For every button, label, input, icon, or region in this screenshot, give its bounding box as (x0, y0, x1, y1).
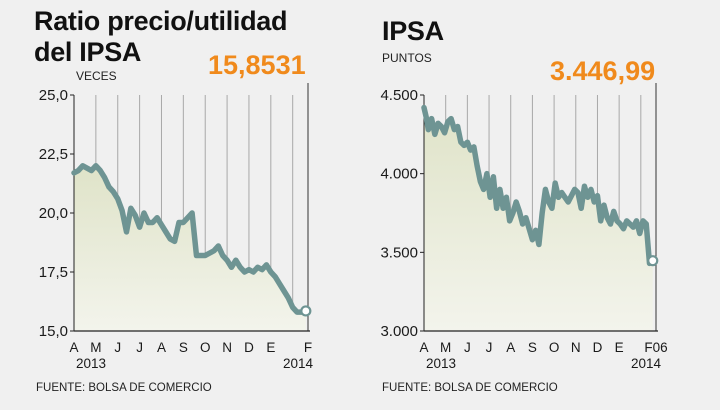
left-chart-title-line2: del IPSA (34, 37, 142, 67)
right-chart-title: IPSA (382, 16, 444, 46)
series-area (74, 165, 306, 331)
y-tick-label: 3.000 (380, 323, 418, 340)
left-chart-title-line1: Ratio precio/utilidad (34, 6, 288, 36)
series-line (71, 163, 309, 315)
left-unit-label: VECES (76, 69, 117, 83)
last-point-marker (647, 255, 659, 267)
y-tick-label: 15,0 (39, 323, 68, 340)
x-tick-label: M (90, 340, 101, 355)
x-tick-label: A (506, 340, 515, 355)
y-tick-label: 25,0 (39, 87, 68, 104)
right-source: FUENTE: BOLSA DE COMERCIO (382, 382, 558, 394)
x-tick-label: N (571, 340, 581, 355)
y-tick-label: 3.500 (380, 244, 418, 261)
left-source: FUENTE: BOLSA DE COMERCIO (36, 382, 212, 394)
right-unit-label: PUNTOS (382, 51, 432, 65)
left-panel: Ratio precio/utilidad del IPSA VECES 15,… (34, 6, 314, 394)
x-tick-label: D (593, 340, 603, 355)
year-label-end: 2014 (283, 356, 314, 371)
x-tick-label: J (114, 340, 121, 355)
series-line (421, 104, 656, 267)
x-tick-label: J (464, 340, 471, 355)
left-last-value: 15,8531 (208, 50, 306, 80)
year-label-start: 2013 (76, 356, 106, 371)
right-last-value: 3.446,99 (550, 56, 656, 86)
x-tick-label: N (222, 340, 232, 355)
x-tick-label: J (486, 340, 493, 355)
last-point-marker (300, 305, 312, 317)
right-panel: IPSA PUNTOS 3.446,99 4.500 4.000 3.500 3.00… (360, 0, 720, 410)
x-tick-label: F06 (644, 340, 667, 355)
y-tick-label: 17,5 (39, 264, 68, 281)
x-tick-label: F (304, 340, 312, 355)
x-tick-label: A (419, 340, 428, 355)
x-tick-label: O (200, 340, 211, 355)
y-tick-label: 22,5 (39, 146, 68, 163)
series-area (424, 107, 653, 331)
x-tick-label: A (69, 340, 78, 355)
x-tick-label: J (136, 340, 143, 355)
x-tick-label: A (157, 340, 166, 355)
x-tick-label: M (440, 340, 451, 355)
year-label-end: 2014 (631, 356, 662, 371)
y-tick-label: 4.500 (380, 87, 418, 104)
x-tick-label: D (244, 340, 254, 355)
y-tick-label: 4.000 (380, 166, 418, 183)
x-tick-label: E (266, 340, 275, 355)
x-tick-label: E (615, 340, 624, 355)
y-tick-label: 20,0 (39, 205, 68, 222)
year-label-start: 2013 (426, 356, 456, 371)
x-tick-label: O (549, 340, 560, 355)
x-tick-label: S (528, 340, 537, 355)
x-tick-label: S (179, 340, 188, 355)
